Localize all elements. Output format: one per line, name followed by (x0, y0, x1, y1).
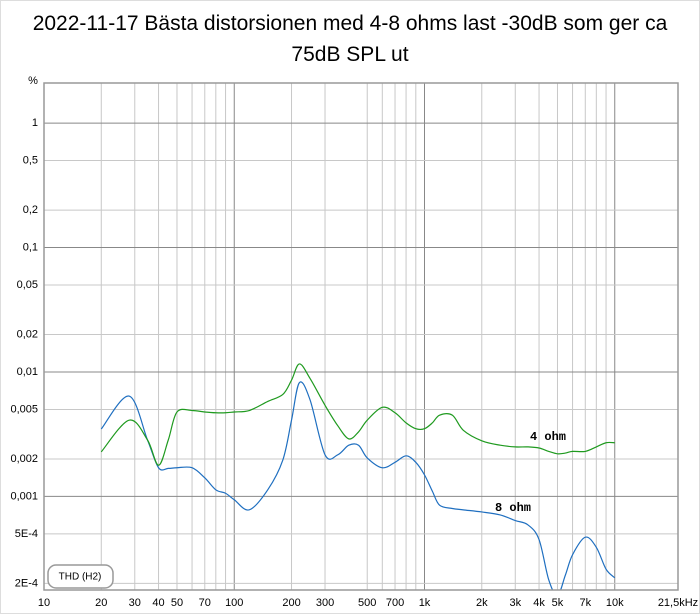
y-tick-label: 0,2 (23, 204, 38, 216)
series-line (100, 363, 615, 466)
y-tick-label: 0,1 (23, 241, 38, 253)
y-tick-label: 0,5 (23, 154, 38, 166)
y-tick-label: 5E-4 (15, 528, 38, 540)
x-tick-label: 70 (199, 597, 211, 609)
y-tick-label: 0,02 (17, 328, 38, 340)
x-tick-label: 7k (579, 597, 591, 609)
x-tick-label: 10 (38, 597, 50, 609)
y-tick-label: 0,001 (10, 490, 38, 502)
x-tick-label: 5k (552, 597, 564, 609)
x-tick-label: 40 (152, 597, 164, 609)
x-tick-label: 4k (533, 597, 545, 609)
y-tick-label: 2E-4 (15, 577, 38, 589)
series-line (100, 381, 616, 590)
x-tick-label: 500 (358, 597, 376, 609)
x-tick-label: 21,5kHz (658, 597, 698, 609)
x-tick-label: 2k (476, 597, 488, 609)
x-tick-label: 100 (225, 597, 243, 609)
x-tick-label: 700 (386, 597, 404, 609)
plot-frame (43, 82, 679, 591)
series-label: 4 ohm (530, 430, 566, 444)
x-tick-label: 300 (316, 597, 334, 609)
y-tick-label: 0,05 (17, 279, 38, 291)
legend-title: THD (H2) (59, 572, 102, 583)
y-tick-label: 0,002 (10, 453, 38, 465)
x-tick-label: 30 (129, 597, 141, 609)
x-tick-label: 1k (419, 597, 431, 609)
y-tick-label: 0,01 (17, 366, 38, 378)
x-tick-label: 200 (282, 597, 300, 609)
series-label: 8 ohm (495, 501, 531, 515)
x-tick-label: 20 (95, 597, 107, 609)
legend-box (47, 564, 114, 589)
chart-title: 2022-11-17 Bästa distorsionen med 4-8 oh… (32, 12, 668, 66)
y-axis-label: % (28, 75, 38, 87)
y-tick-label: 1 (32, 117, 38, 129)
x-tick-label: 50 (171, 597, 183, 609)
x-tick-label: 3k (509, 597, 521, 609)
x-tick-label: 10k (606, 597, 624, 609)
y-tick-label: 0,005 (10, 403, 38, 415)
